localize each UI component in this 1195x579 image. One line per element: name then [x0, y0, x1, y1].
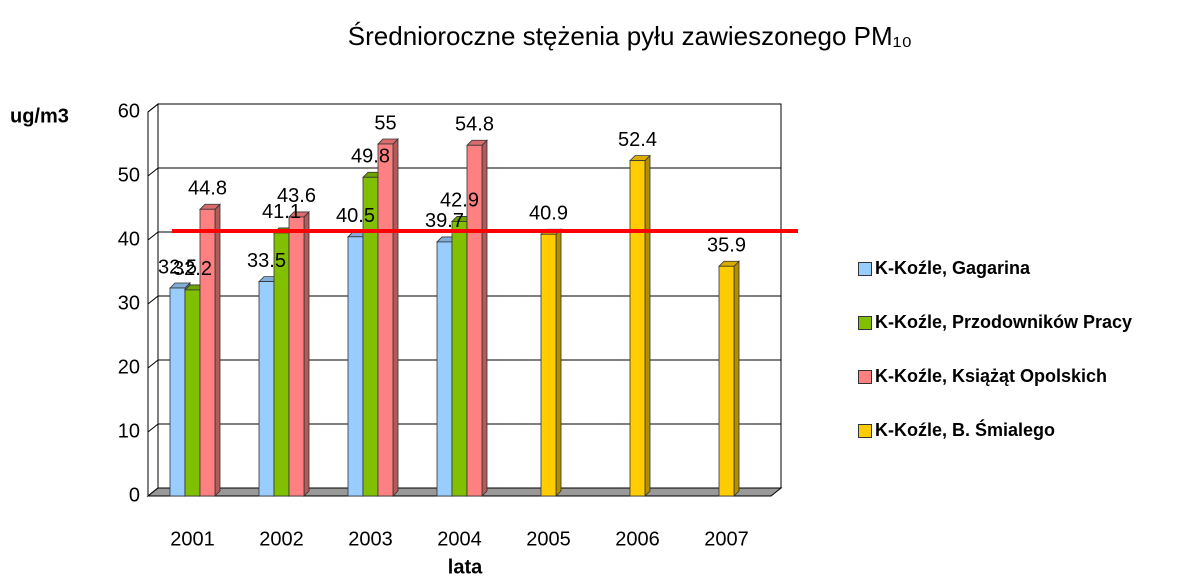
y-axis-label: ug/m3 — [10, 105, 69, 127]
bar — [718, 265, 735, 497]
y-tick-label: 60 — [118, 100, 140, 122]
x-tick-label: 2002 — [259, 528, 304, 550]
bar — [540, 233, 557, 497]
data-label: 35.9 — [707, 235, 746, 257]
data-label: 43.6 — [277, 185, 316, 207]
grid-line-side — [147, 295, 159, 305]
bar-side — [733, 260, 740, 497]
y-tick-label: 40 — [118, 228, 140, 250]
data-label: 55 — [374, 112, 396, 134]
legend-swatch — [858, 262, 872, 276]
data-label: 41.1 — [262, 201, 301, 223]
data-label: 44.8 — [188, 178, 227, 200]
legend: K-Koźle, Gagarina K-Koźle, Przodowników P… — [858, 258, 1193, 474]
bar-side — [392, 138, 399, 497]
bar — [273, 232, 290, 497]
data-label: 49.8 — [351, 146, 390, 168]
x-tick-label: 2001 — [170, 528, 215, 550]
bar — [451, 221, 468, 497]
legend-swatch — [858, 316, 872, 330]
legend-swatch — [858, 370, 872, 384]
x-tick-label: 2003 — [348, 528, 393, 550]
data-label: 52.4 — [618, 129, 657, 151]
grid-line-side — [147, 423, 159, 433]
bar — [347, 236, 364, 497]
legend-item: K-Koźle, Przodowników Pracy — [858, 312, 1193, 366]
data-label: 39.7 — [425, 210, 464, 232]
legend-label: K-Koźle, Przodowników Pracy — [875, 312, 1133, 332]
x-tick-label: 2004 — [437, 528, 482, 550]
legend-label: K-Koźle, Książąt Opolskich — [875, 366, 1108, 386]
x-tick-label: 2007 — [704, 528, 749, 550]
data-label: 33.5 — [247, 250, 286, 272]
grid-line-side — [147, 103, 159, 113]
grid-line-side — [147, 231, 159, 241]
bar — [629, 160, 646, 497]
x-tick-label: 2005 — [526, 528, 571, 550]
y-tick-label: 10 — [118, 420, 140, 442]
bar — [377, 143, 394, 497]
bar — [184, 289, 201, 497]
bar-side — [214, 203, 221, 497]
data-label: 54.8 — [455, 114, 494, 136]
legend-label: K-Koźle, Gagarina — [875, 258, 1031, 278]
bar — [258, 281, 275, 497]
bar-side — [555, 228, 562, 497]
legend-label: K-Koźle, B. Śmialego — [875, 420, 1056, 440]
bar — [199, 208, 216, 497]
grid-line-side — [147, 359, 159, 369]
bar — [436, 241, 453, 497]
y-tick-label: 20 — [118, 356, 140, 378]
data-label: 40.5 — [336, 205, 375, 227]
x-axis-label: lata — [448, 556, 483, 578]
data-label: 40.9 — [529, 203, 568, 225]
legend-item: K-Koźle, B. Śmialego — [858, 420, 1193, 474]
legend-swatch — [858, 424, 872, 438]
y-tick-label: 0 — [129, 484, 140, 506]
grid-line-side — [147, 167, 159, 177]
y-tick-label: 30 — [118, 292, 140, 314]
bar-side — [644, 154, 651, 497]
data-label: 32.5 — [158, 256, 197, 278]
bar — [169, 287, 186, 497]
bar-side — [481, 139, 488, 497]
chart-title: Średnioroczne stężenia pyłu zawieszonego… — [348, 21, 912, 51]
data-label: 32.2 — [173, 258, 212, 280]
data-label: 42.9 — [440, 190, 479, 212]
bar — [288, 216, 305, 497]
bar-side — [303, 210, 310, 497]
legend-item: K-Koźle, Książąt Opolskich — [858, 366, 1193, 420]
x-tick-label: 2006 — [615, 528, 660, 550]
y-tick-label: 50 — [118, 164, 140, 186]
legend-item: K-Koźle, Gagarina — [858, 258, 1193, 312]
